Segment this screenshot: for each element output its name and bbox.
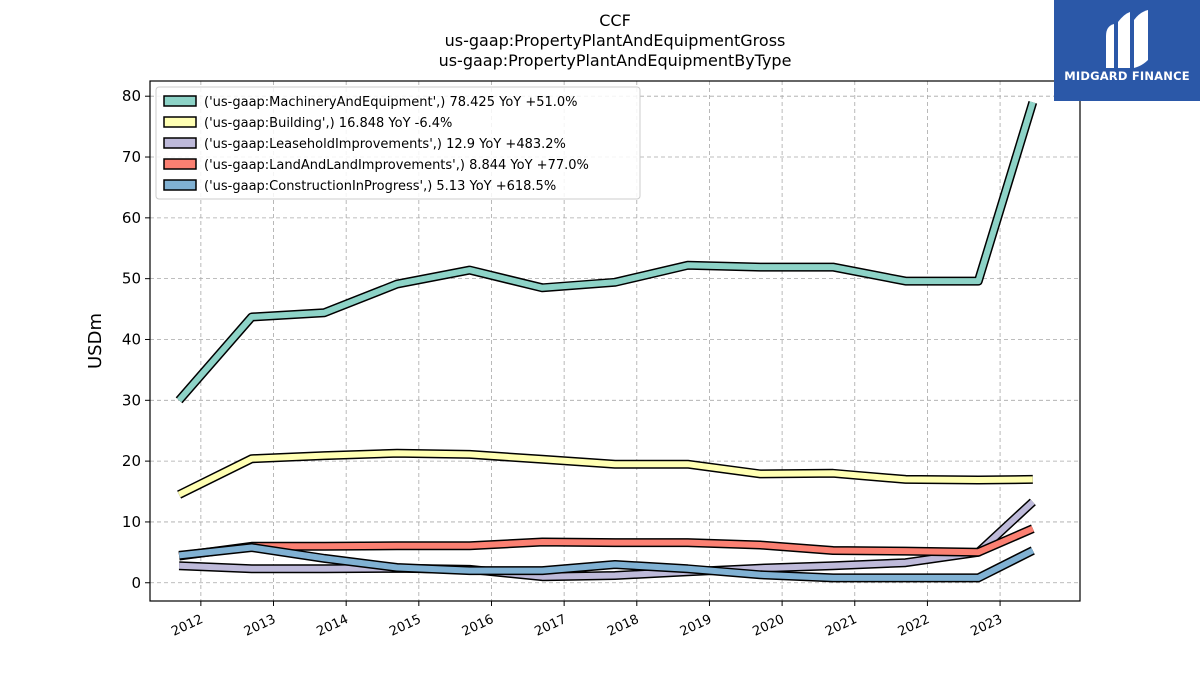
brand-logo: MIDGARD FINANCE [1054,0,1200,101]
series-stroke [178,544,1035,581]
series-layer [175,100,1038,583]
legend-swatch [163,95,197,107]
x-tick-label: 2019 [678,612,714,640]
x-tick-label: 2012 [169,612,205,640]
x-tick-label: 2022 [896,612,932,640]
x-axis: 2012 2013 2014 2015 2016 2017 2018 2019 2020 2021… [169,601,1005,640]
y-tick-label: 40 [122,330,141,348]
legend-label: ('us-gaap:ConstructionInProgress',) 5.13… [204,179,556,194]
legend-box [155,86,641,200]
x-tick-label: 2013 [242,612,278,640]
series-stroke [178,525,1034,559]
series-line-0 [175,100,1038,404]
y-tick-label: 20 [122,452,141,470]
series-outline [177,448,1033,499]
legend-swatch [163,179,197,191]
series-line-2 [178,498,1036,582]
x-tick-label: 2018 [605,612,641,640]
legend-item: ('us-gaap:Building',) 16.848 YoY -6.4% [163,116,452,131]
title-line: CCF [599,11,631,30]
y-axis-label: USDm [85,313,106,369]
y-tick-label: 80 [122,87,141,105]
series-line-3 [178,524,1035,561]
x-tick-label: 2020 [750,612,786,640]
chart-title: CCFus-gaap:PropertyPlantAndEquipmentGros… [439,11,792,70]
x-tick-label: 2016 [460,612,496,640]
legend: ('us-gaap:MachineryAndEquipment',) 78.42… [155,86,641,200]
y-tick-label: 10 [122,513,141,531]
x-tick-label: 2021 [823,612,859,640]
legend-label: ('us-gaap:Building',) 16.848 YoY -6.4% [204,116,452,131]
x-tick-label: 2017 [532,612,568,640]
legend-swatch [163,137,197,149]
legend-label: ('us-gaap:MachineryAndEquipment',) 78.42… [204,95,578,110]
y-tick-label: 70 [122,148,141,166]
series-stroke [177,450,1033,498]
x-tick-label: 2023 [968,612,1004,640]
y-tick-label: 30 [122,391,141,409]
x-tick-label: 2015 [387,612,423,640]
legend-swatch [163,116,197,128]
legend-item: ('us-gaap:LandAndLandImprovements',) 8.8… [163,158,589,173]
plot-frame [149,80,1081,602]
series-line-1 [177,448,1033,499]
title-line: us-gaap:PropertyPlantAndEquipmentGross [445,31,786,50]
y-tick-label: 60 [122,209,141,227]
title-line: us-gaap:PropertyPlantAndEquipmentByType [439,51,792,70]
series-stroke [176,101,1036,403]
y-tick-label: 0 [131,574,141,592]
series-stroke [178,499,1035,580]
midgard-logo-icon [1106,10,1148,68]
legend-label: ('us-gaap:LandAndLandImprovements',) 8.8… [204,158,589,173]
legend-item: ('us-gaap:ConstructionInProgress',) 5.13… [163,179,556,194]
legend-item: ('us-gaap:MachineryAndEquipment',) 78.42… [163,95,578,110]
legend-swatch [163,158,197,170]
y-axis: 0 10 20 30 40 50 60 70 80 [122,87,150,592]
x-tick-label: 2014 [315,612,351,640]
legend-item: ('us-gaap:LeaseholdImprovements',) 12.9 … [163,137,566,152]
series-line-4 [178,543,1035,583]
brand-name: MIDGARD FINANCE [1064,69,1190,83]
y-tick-label: 50 [122,270,141,288]
legend-label: ('us-gaap:LeaseholdImprovements',) 12.9 … [204,137,566,152]
